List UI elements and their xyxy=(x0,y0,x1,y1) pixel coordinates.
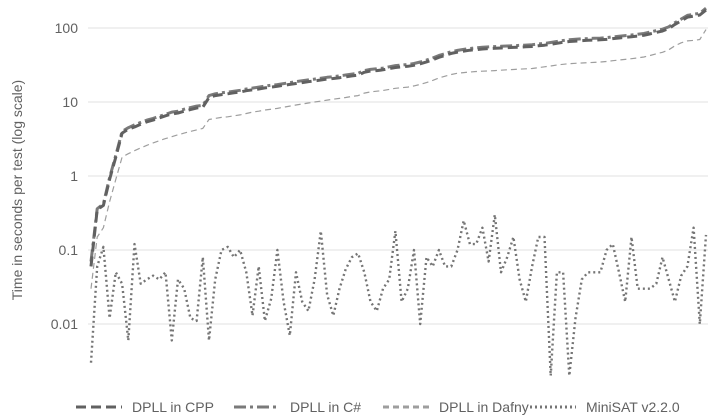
legend: DPLL in CPP DPLL in C# DPLL in Dafny MiniSA… xyxy=(76,399,680,415)
y-tick-label: 0.01 xyxy=(51,316,78,332)
series-line-3 xyxy=(89,213,708,377)
legend-label: MiniSAT v2.2.0 xyxy=(586,399,680,415)
legend-label: DPLL in Dafny xyxy=(439,399,529,415)
series-line-2 xyxy=(90,29,707,289)
series-line-0 xyxy=(89,8,707,267)
y-tick-label: 1 xyxy=(70,168,78,184)
y-tick-label: 0.1 xyxy=(59,242,79,258)
y-tick-label: 10 xyxy=(62,94,78,110)
series-line-1 xyxy=(89,7,707,262)
legend-label: DPLL in C# xyxy=(290,399,361,415)
y-axis-label: Time in seconds per test (log scale) xyxy=(9,80,25,300)
legend-label: DPLL in CPP xyxy=(132,399,214,415)
y-tick-label: 100 xyxy=(55,20,79,36)
series-layer xyxy=(89,7,708,377)
y-tick-labels: 100 10 1 0.1 0.01 xyxy=(51,20,78,332)
grid-layer xyxy=(88,27,708,325)
